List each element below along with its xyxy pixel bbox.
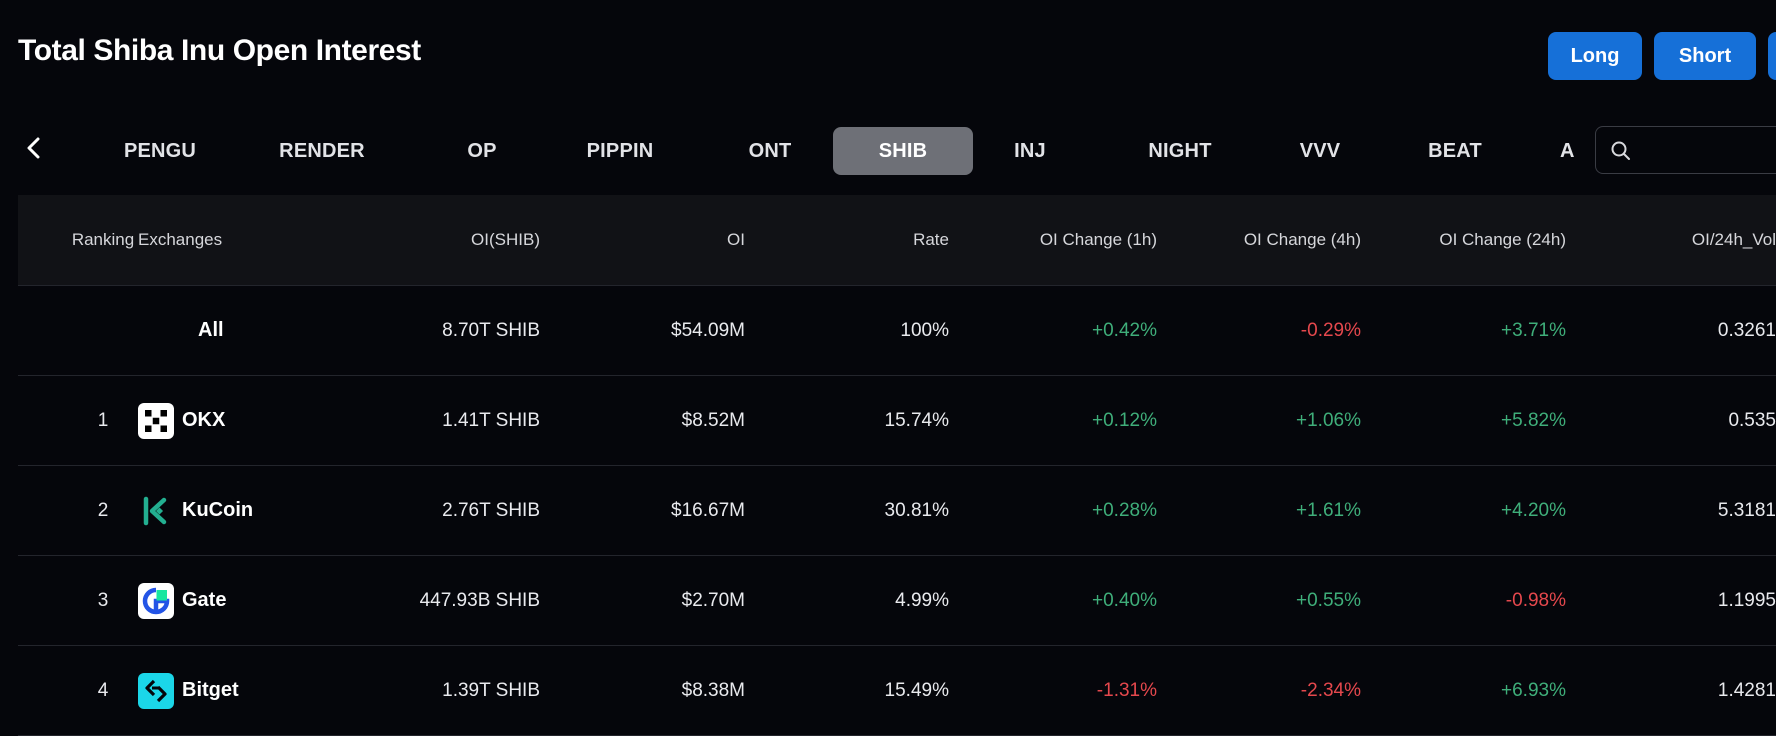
rank-cell: 4 (97, 679, 109, 701)
exchange-cell[interactable]: Gate (138, 556, 358, 645)
oi-change-24h-cell: +6.93% (1501, 679, 1566, 701)
page-title: Total Shiba Inu Open Interest (18, 34, 421, 67)
oi-coin-cell: 1.41T SHIB (442, 409, 540, 431)
bitget-logo-icon (138, 672, 174, 709)
oi-change-1h-cell: +0.12% (1092, 409, 1157, 431)
exchange-name: OKX (182, 409, 226, 431)
oi-change-4h-cell: +0.55% (1296, 589, 1361, 611)
header-oi-change-24h[interactable]: OI Change (24h) (1439, 230, 1566, 249)
table-row: All 8.70T SHIB $54.09M 100% +0.42% -0.29… (18, 286, 1776, 376)
oi-change-1h-cell: -1.31% (1096, 679, 1157, 701)
oi-change-1h-cell: +0.40% (1092, 589, 1157, 611)
oi-change-4h-cell: +1.61% (1296, 499, 1361, 521)
rate-cell: 4.99% (895, 589, 949, 611)
exchange-cell[interactable]: Bitget (138, 646, 358, 735)
tab-vvv[interactable]: VVV (1299, 139, 1341, 162)
gate-logo-icon (138, 582, 174, 619)
header-oi-change-1h[interactable]: OI Change (1h) (1039, 230, 1157, 249)
tab-a[interactable]: A (1560, 139, 1575, 162)
exchange-cell: All (138, 286, 358, 375)
okx-logo-icon (138, 402, 174, 439)
rate-cell: 30.81% (884, 499, 949, 521)
oi-cell: $8.52M (681, 409, 745, 431)
oi-cell: $54.09M (671, 319, 745, 341)
table-row[interactable]: 2 KuCoin 2.76T SHIB $16.67M 30.81% +0.28… (18, 466, 1776, 556)
open-interest-table: Ranking Exchanges OI(SHIB) OI Rate OI Ch… (18, 195, 1776, 736)
oi-vol-cell: 1.1995 (1717, 589, 1776, 611)
rank-cell: 1 (97, 409, 109, 431)
oi-cell: $2.70M (681, 589, 745, 611)
coin-tabs: PENGU RENDER OP PIPPIN ONT SHIB INJ NIGH… (60, 124, 1580, 180)
rate-cell: 15.49% (884, 679, 949, 701)
header-oi-coin[interactable]: OI(SHIB) (471, 230, 540, 249)
header-oi-change-4h[interactable]: OI Change (4h) (1243, 230, 1361, 249)
oi-change-24h-cell: +5.82% (1501, 409, 1566, 431)
tab-render[interactable]: RENDER (279, 139, 365, 162)
header-rate[interactable]: Rate (913, 230, 949, 249)
tab-op[interactable]: OP (467, 139, 497, 162)
search-box[interactable] (1595, 126, 1776, 174)
oi-coin-cell: 8.70T SHIB (442, 319, 540, 341)
tab-shib[interactable]: SHIB (833, 127, 973, 175)
oi-vol-cell: 5.3181 (1717, 499, 1776, 521)
oi-change-24h-cell: +4.20% (1501, 499, 1566, 521)
oi-cell: $8.38M (681, 679, 745, 701)
table-row[interactable]: 3 Gate 447.93B SHIB $2.70M 4.99% +0.40% … (18, 556, 1776, 646)
header-exchanges: Exchanges (138, 230, 223, 249)
rate-cell: 15.74% (884, 409, 949, 431)
oi-coin-cell: 447.93B SHIB (419, 589, 540, 611)
oi-change-4h-cell: -0.29% (1300, 319, 1361, 341)
oi-vol-cell: 1.4281 (1717, 679, 1776, 701)
exchange-name: Gate (182, 589, 227, 611)
search-input[interactable] (1640, 135, 1776, 167)
exchange-name: All (198, 319, 224, 341)
tab-inj[interactable]: INJ (1014, 139, 1046, 162)
rank-cell: 2 (97, 499, 109, 521)
oi-coin-cell: 2.76T SHIB (442, 499, 540, 521)
oi-change-24h-cell: -0.98% (1505, 589, 1566, 611)
header-oi-vol[interactable]: OI/24h_Vol (1691, 230, 1776, 249)
oi-change-1h-cell: +0.28% (1092, 499, 1157, 521)
tab-pengu[interactable]: PENGU (123, 139, 197, 162)
oi-vol-cell: 0.535 (1728, 409, 1776, 431)
oi-change-1h-cell: +0.42% (1092, 319, 1157, 341)
header-oi[interactable]: OI (727, 230, 745, 249)
oi-change-4h-cell: +1.06% (1296, 409, 1361, 431)
oi-cell: $16.67M (671, 499, 745, 521)
oi-change-24h-cell: +3.71% (1501, 319, 1566, 341)
search-icon (1610, 140, 1632, 162)
exchange-name: Bitget (182, 679, 239, 701)
header-ranking: Ranking (71, 230, 135, 249)
table-row[interactable]: 1 OKX 1.41T SHIB $8.52M 15.74% +0.12% +1… (18, 376, 1776, 466)
more-button[interactable] (1768, 32, 1776, 80)
rank-cell: 3 (97, 589, 109, 611)
tab-night[interactable]: NIGHT (1148, 139, 1212, 162)
kucoin-logo-icon (138, 493, 174, 529)
exchange-cell[interactable]: OKX (138, 376, 358, 465)
table-row[interactable]: 4 Bitget 1.39T SHIB $8.38M 15.49% -1.31%… (18, 646, 1776, 736)
exchange-name: KuCoin (182, 499, 254, 521)
short-button[interactable]: Short (1654, 32, 1756, 80)
oi-coin-cell: 1.39T SHIB (442, 679, 540, 701)
rate-cell: 100% (900, 319, 949, 341)
tab-beat[interactable]: BEAT (1428, 139, 1482, 162)
tab-ont[interactable]: ONT (748, 139, 792, 162)
oi-change-4h-cell: -2.34% (1300, 679, 1361, 701)
long-button[interactable]: Long (1548, 32, 1642, 80)
table-header: Ranking Exchanges OI(SHIB) OI Rate OI Ch… (18, 195, 1776, 286)
exchange-cell[interactable]: KuCoin (138, 466, 358, 555)
tab-pippin[interactable]: PIPPIN (586, 139, 654, 162)
oi-vol-cell: 0.3261 (1717, 319, 1776, 341)
chevron-left-icon[interactable] (22, 136, 46, 160)
